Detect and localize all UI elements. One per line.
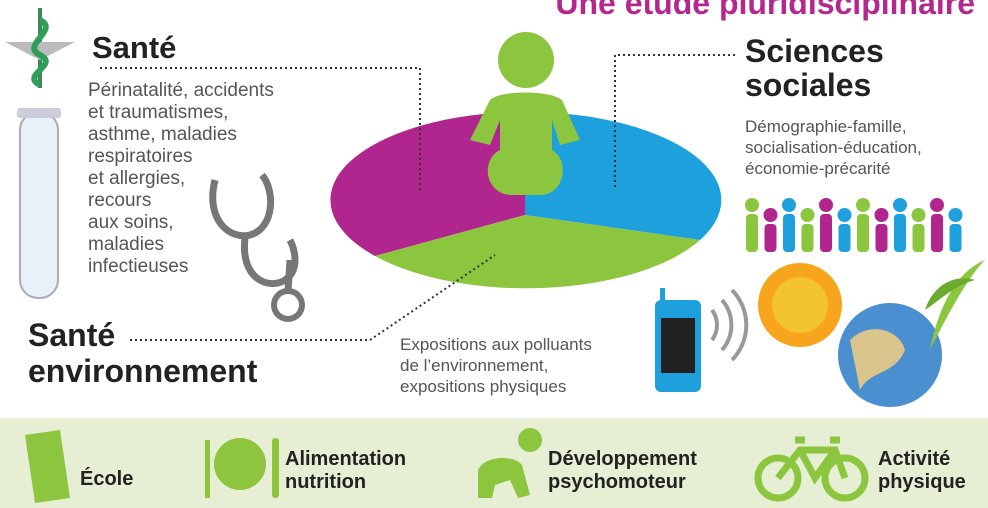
person [912, 208, 926, 222]
infographic: Une étude pluridisciplinaire Santé Périn… [0, 0, 988, 508]
person [783, 214, 795, 252]
person [876, 224, 888, 252]
person [801, 208, 815, 222]
description-line: Expositions aux polluants [400, 335, 592, 354]
description-line: expositions physiques [400, 377, 566, 396]
description-line: de l’environnement, [400, 356, 548, 375]
footer-label: École [80, 467, 133, 490]
person [949, 208, 963, 222]
stethoscope-icon [213, 175, 302, 319]
person [913, 224, 925, 252]
description-line: et traumatismes, [88, 102, 228, 123]
footer-label: Alimentation [285, 448, 406, 470]
test-tube-icon [17, 108, 61, 298]
description-line: recours [88, 190, 151, 211]
description-line: Démographie-famille, [745, 117, 907, 136]
person [930, 198, 944, 212]
person [746, 214, 758, 252]
caduceus-icon [5, 8, 75, 88]
person [857, 214, 869, 252]
person [820, 214, 832, 252]
section-title: environnement [28, 353, 258, 389]
person [745, 198, 759, 212]
footer-label: psychomoteur [548, 471, 686, 493]
person [894, 214, 906, 252]
person [764, 208, 778, 222]
phone-icon [655, 288, 746, 392]
person [950, 224, 962, 252]
person [856, 198, 870, 212]
person [802, 224, 814, 252]
section-title: Santé [28, 317, 115, 353]
description-line: asthme, maladies [88, 124, 237, 145]
person [931, 214, 943, 252]
globe-icon [838, 260, 985, 407]
person [819, 198, 833, 212]
person [838, 208, 852, 222]
section-title: Sciences [745, 33, 884, 69]
footer-label: nutrition [285, 471, 366, 493]
description-line: socialisation-éducation, [745, 138, 922, 157]
footer-label: Développement [548, 448, 697, 470]
page-title: Une étude pluridisciplinaire [555, 0, 975, 21]
section-title: Santé [92, 30, 176, 65]
person [893, 198, 907, 212]
description-line: respiratoires [88, 146, 193, 167]
sun-icon [758, 263, 842, 347]
footer-label: Activité [878, 448, 950, 470]
person [782, 198, 796, 212]
description-line: économie-précarité [745, 159, 891, 178]
person [875, 208, 889, 222]
footer-label: physique [878, 471, 966, 493]
person [765, 224, 777, 252]
description-line: infectieuses [88, 256, 188, 277]
people-icon [745, 198, 963, 252]
description-line: Périnatalité, accidents [88, 80, 274, 101]
description-line: et allergies, [88, 168, 185, 189]
section-title: sociales [745, 67, 871, 103]
description-line: aux soins, [88, 212, 174, 233]
person [839, 224, 851, 252]
description-line: maladies [88, 234, 164, 255]
